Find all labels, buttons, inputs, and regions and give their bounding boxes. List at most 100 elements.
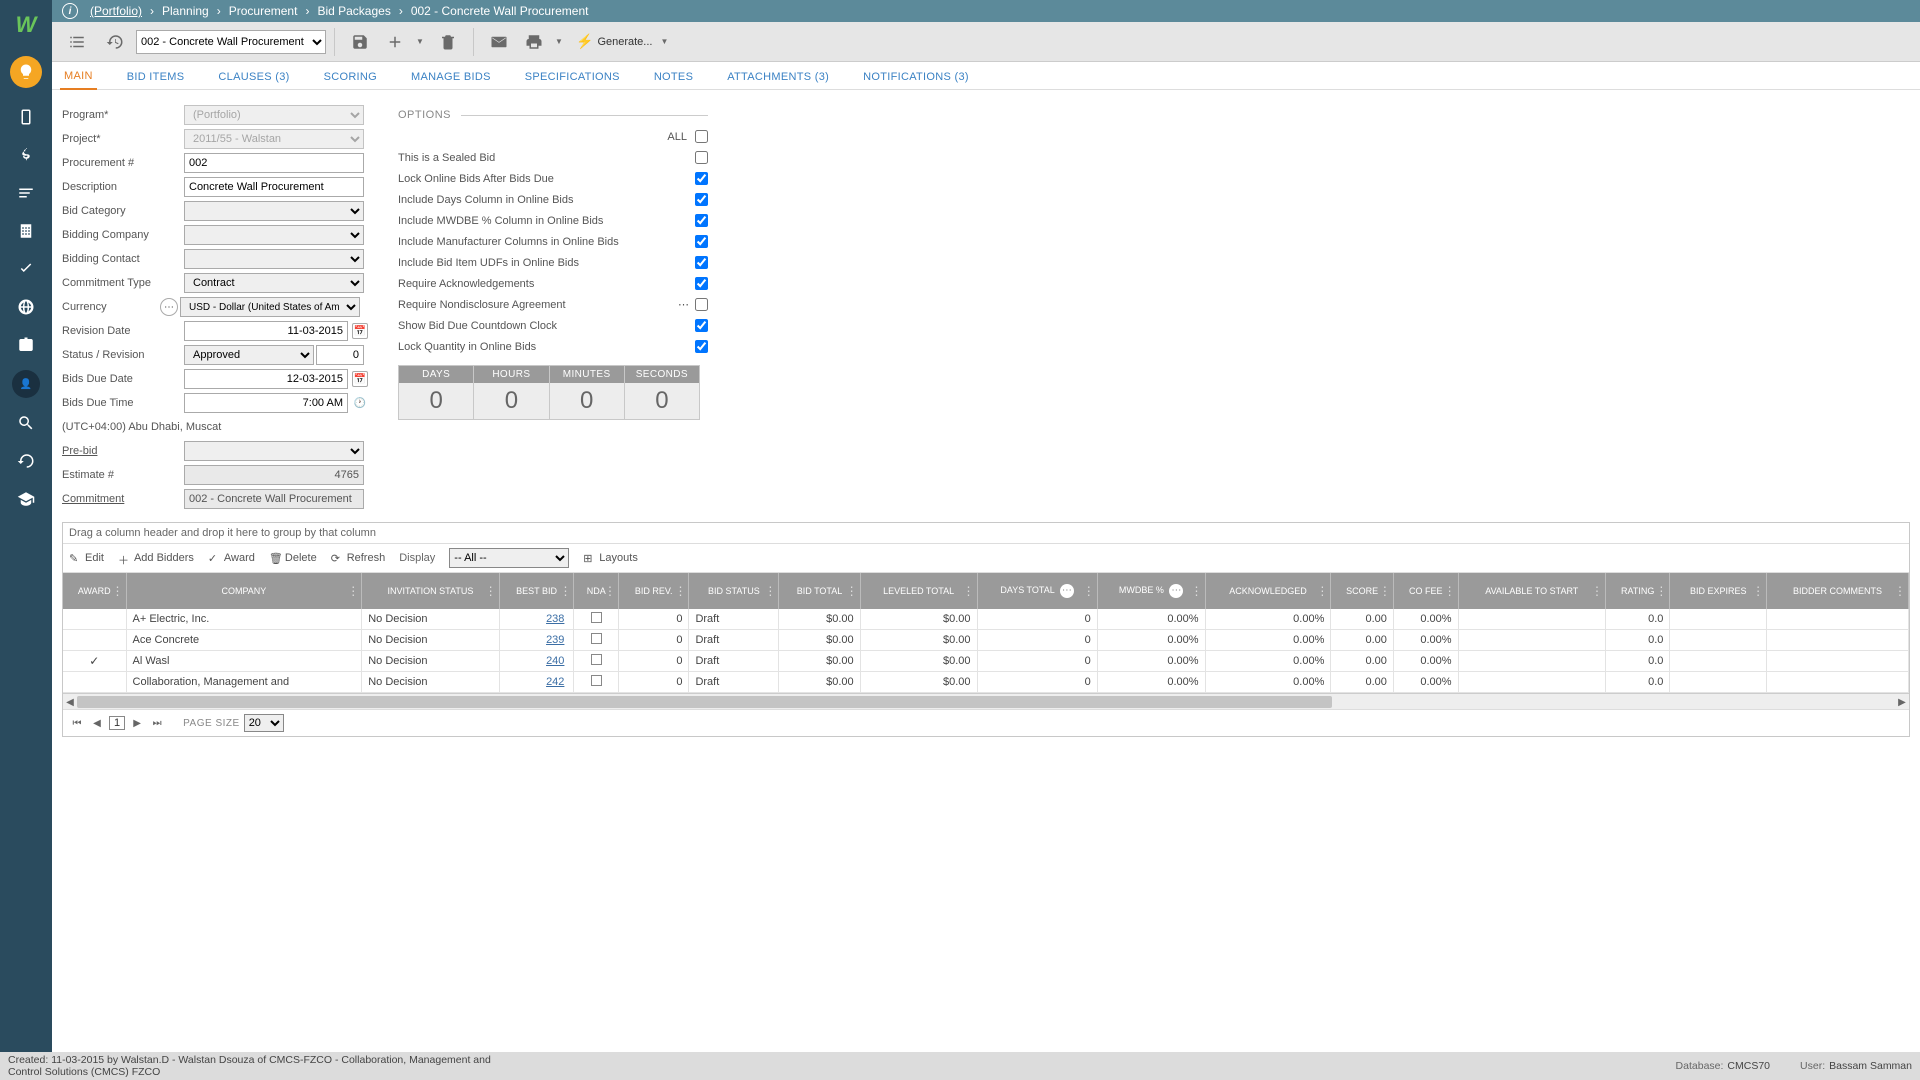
pager-prev-icon[interactable]: ◀ bbox=[89, 715, 105, 731]
add-dropdown-icon[interactable]: ▼ bbox=[413, 27, 427, 57]
grid-add-button[interactable]: ＋Add Bidders bbox=[118, 552, 194, 564]
nda-checkbox[interactable] bbox=[591, 675, 602, 686]
grid-filter-select[interactable]: -- All -- bbox=[449, 548, 569, 568]
save-icon[interactable] bbox=[343, 27, 377, 57]
bidstime-input[interactable] bbox=[184, 393, 348, 413]
nda-checkbox[interactable] bbox=[591, 654, 602, 665]
sidebar-avatar[interactable]: 👤 bbox=[12, 370, 40, 398]
column-options-icon[interactable]: ⋯ bbox=[1060, 584, 1074, 598]
tab[interactable]: MANAGE BIDS bbox=[407, 65, 495, 89]
email-icon[interactable] bbox=[482, 27, 516, 57]
column-menu-icon[interactable]: ⋮ bbox=[1083, 584, 1095, 598]
sidebar-history-icon[interactable] bbox=[0, 442, 52, 480]
pager-last-icon[interactable]: ⏭ bbox=[149, 715, 165, 731]
column-header[interactable]: CO FEE⋮ bbox=[1393, 573, 1458, 609]
revdate-input[interactable] bbox=[184, 321, 348, 341]
table-row[interactable]: A+ Electric, Inc.No Decision238 0Draft$0… bbox=[63, 609, 1909, 630]
prebid-label[interactable]: Pre-bid bbox=[62, 445, 184, 457]
option-checkbox[interactable] bbox=[695, 298, 708, 311]
bestbid-link[interactable]: 240 bbox=[546, 655, 564, 667]
column-menu-icon[interactable]: ⋮ bbox=[1444, 584, 1456, 598]
nda-checkbox[interactable] bbox=[591, 612, 602, 623]
bestbid-link[interactable]: 239 bbox=[546, 634, 564, 646]
column-header[interactable]: BIDDER COMMENTS⋮ bbox=[1767, 573, 1909, 609]
grid-hscrollbar[interactable]: ◀ ▶ bbox=[63, 693, 1909, 709]
column-menu-icon[interactable]: ⋮ bbox=[604, 584, 616, 598]
column-header[interactable]: SCORE⋮ bbox=[1331, 573, 1394, 609]
option-checkbox[interactable] bbox=[695, 277, 708, 290]
column-menu-icon[interactable]: ⋮ bbox=[1752, 584, 1764, 598]
record-selector[interactable]: 002 - Concrete Wall Procurement bbox=[136, 30, 326, 54]
calendar-icon[interactable]: 📅 bbox=[352, 323, 368, 339]
tab[interactable]: BID ITEMS bbox=[123, 65, 189, 89]
grid-refresh-button[interactable]: ⟳Refresh bbox=[331, 552, 386, 564]
column-menu-icon[interactable]: ⋮ bbox=[674, 584, 686, 598]
tab[interactable]: NOTES bbox=[650, 65, 697, 89]
option-checkbox[interactable] bbox=[695, 256, 708, 269]
revision-num-input[interactable] bbox=[316, 345, 364, 365]
bidcat-select[interactable] bbox=[184, 201, 364, 221]
pager-first-icon[interactable]: ⏮ bbox=[69, 715, 85, 731]
column-header[interactable]: AVAILABLE TO START⋮ bbox=[1458, 573, 1605, 609]
tab[interactable]: MAIN bbox=[60, 64, 97, 90]
prebid-select[interactable] bbox=[184, 441, 364, 461]
calendar-icon[interactable]: 📅 bbox=[352, 371, 368, 387]
commitment-label[interactable]: Commitment bbox=[62, 493, 184, 505]
column-menu-icon[interactable]: ⋮ bbox=[112, 584, 124, 598]
column-header[interactable]: RATING⋮ bbox=[1605, 573, 1669, 609]
sidebar-clipboard-icon[interactable] bbox=[0, 98, 52, 136]
bestbid-link[interactable]: 238 bbox=[546, 613, 564, 625]
bidcontact-select[interactable] bbox=[184, 249, 364, 269]
option-checkbox[interactable] bbox=[695, 172, 708, 185]
add-icon[interactable] bbox=[381, 27, 409, 57]
column-options-icon[interactable]: ⋯ bbox=[1169, 584, 1183, 598]
column-menu-icon[interactable]: ⋮ bbox=[963, 584, 975, 598]
table-row[interactable]: Collaboration, Management andNo Decision… bbox=[63, 672, 1909, 693]
generate-button[interactable]: ⚡ Generate... ▼ bbox=[570, 29, 674, 55]
column-header[interactable]: INVITATION STATUS⋮ bbox=[362, 573, 499, 609]
sidebar-building-icon[interactable] bbox=[0, 212, 52, 250]
sidebar-dollar-icon[interactable] bbox=[0, 136, 52, 174]
grid-layouts-button[interactable]: ⊞Layouts bbox=[583, 552, 638, 564]
table-row[interactable]: Ace ConcreteNo Decision239 0Draft$0.00$0… bbox=[63, 630, 1909, 651]
sidebar-globe-icon[interactable] bbox=[0, 288, 52, 326]
grid-delete-button[interactable]: 🗑Delete bbox=[269, 552, 317, 564]
sidebar-briefcase-icon[interactable] bbox=[0, 326, 52, 364]
column-header[interactable]: NDA⋮ bbox=[574, 573, 619, 609]
info-icon[interactable]: i bbox=[62, 3, 78, 19]
column-menu-icon[interactable]: ⋮ bbox=[1655, 584, 1667, 598]
list-icon[interactable] bbox=[60, 27, 94, 57]
bestbid-link[interactable]: 242 bbox=[546, 676, 564, 688]
scroll-left-icon[interactable]: ◀ bbox=[63, 694, 77, 710]
option-checkbox[interactable] bbox=[695, 193, 708, 206]
breadcrumb-item[interactable]: Planning bbox=[162, 4, 209, 18]
currency-select[interactable]: USD - Dollar (United States of America) bbox=[180, 297, 360, 317]
currency-more-icon[interactable]: ⋯ bbox=[160, 298, 178, 316]
grid-award-button[interactable]: ✓Award bbox=[208, 552, 255, 564]
column-header[interactable]: COMPANY⋮ bbox=[126, 573, 362, 609]
tab[interactable]: SCORING bbox=[320, 65, 381, 89]
sidebar-search-icon[interactable] bbox=[0, 404, 52, 442]
option-checkbox[interactable] bbox=[695, 214, 708, 227]
breadcrumb-item[interactable]: Bid Packages bbox=[317, 4, 390, 18]
print-icon[interactable] bbox=[520, 27, 548, 57]
option-checkbox[interactable] bbox=[695, 235, 708, 248]
column-header[interactable]: MWDBE % ⋯⋮ bbox=[1097, 573, 1205, 609]
nda-checkbox[interactable] bbox=[591, 633, 602, 644]
column-menu-icon[interactable]: ⋮ bbox=[1591, 584, 1603, 598]
table-row[interactable]: ✓Al WaslNo Decision240 0Draft$0.00$0.000… bbox=[63, 651, 1909, 672]
option-checkbox[interactable] bbox=[695, 340, 708, 353]
column-header[interactable]: LEVELED TOTAL⋮ bbox=[860, 573, 977, 609]
sidebar-hint-icon[interactable] bbox=[10, 56, 42, 88]
breadcrumb-root[interactable]: (Portfolio) bbox=[90, 4, 142, 18]
tab[interactable]: CLAUSES (3) bbox=[214, 65, 293, 89]
pager-size-select[interactable]: 20 bbox=[244, 714, 284, 732]
delete-icon[interactable] bbox=[431, 27, 465, 57]
bidsdue-input[interactable] bbox=[184, 369, 348, 389]
option-checkbox[interactable] bbox=[695, 151, 708, 164]
column-menu-icon[interactable]: ⋮ bbox=[559, 584, 571, 598]
column-header[interactable]: AWARD⋮ bbox=[63, 573, 126, 609]
history-icon[interactable] bbox=[98, 27, 132, 57]
column-menu-icon[interactable]: ⋮ bbox=[764, 584, 776, 598]
column-menu-icon[interactable]: ⋮ bbox=[1894, 584, 1906, 598]
